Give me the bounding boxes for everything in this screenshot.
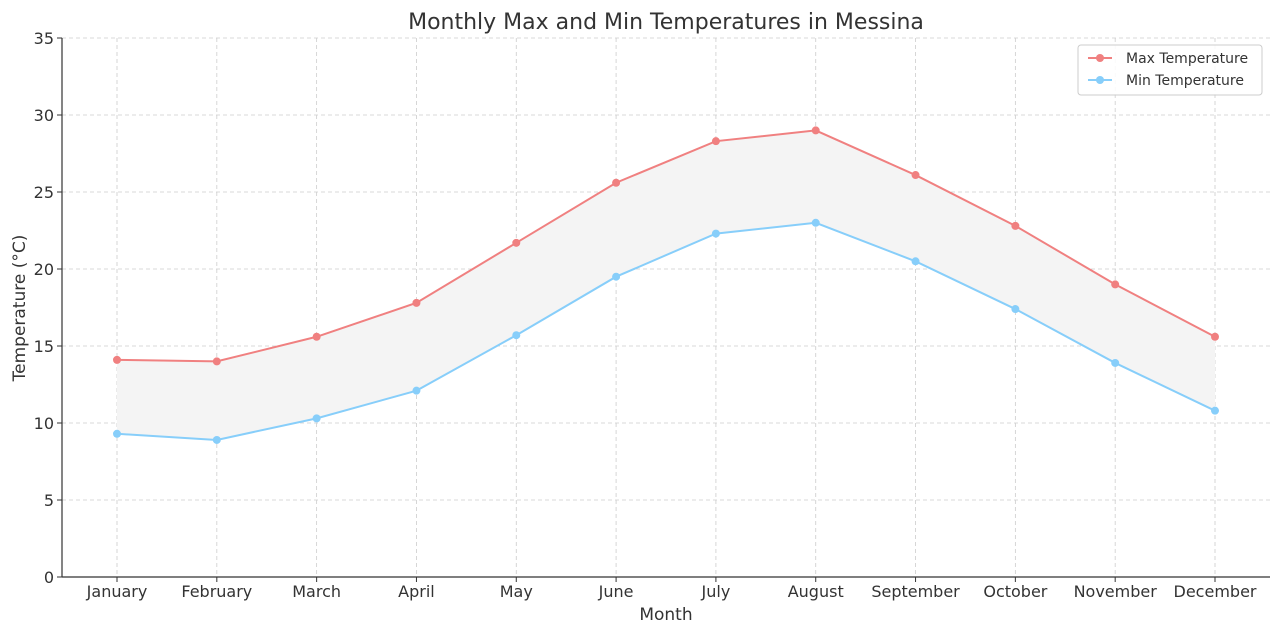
data-point-min	[711, 229, 720, 238]
data-point-min	[612, 272, 621, 281]
series-group	[113, 126, 1219, 444]
x-tick-label: June	[598, 582, 634, 601]
data-point-max	[113, 355, 121, 364]
data-point-min	[512, 331, 521, 340]
chart-title: Monthly Max and Min Temperatures in Mess…	[408, 10, 924, 35]
data-point-min	[811, 218, 820, 227]
axes: 0 5 10 15 20 25 30 35 January February March April M…	[34, 29, 1270, 601]
y-tick-label: 30	[34, 106, 54, 125]
x-tick-label: September	[871, 582, 960, 601]
data-point-min	[113, 429, 121, 438]
x-tick-label: July	[701, 582, 731, 601]
legend-label-min: Min Temperature	[1126, 73, 1244, 89]
y-tick-label: 0	[44, 568, 54, 587]
data-point-min	[1211, 406, 1219, 415]
data-point-min	[212, 435, 221, 444]
data-point-min	[312, 414, 321, 423]
x-tick-label: November	[1074, 582, 1158, 601]
data-point-max	[512, 238, 521, 247]
x-axis-label: Month	[639, 605, 692, 625]
fill-between-band	[117, 130, 1215, 440]
data-point-max	[412, 298, 421, 307]
y-tick-label: 15	[34, 337, 54, 356]
legend: Max Temperature Min Temperature	[1077, 44, 1263, 96]
series-line-min	[116, 221, 1216, 441]
y-tick-label: 25	[34, 183, 54, 202]
data-point-max	[212, 357, 221, 366]
x-tick-label: April	[398, 582, 435, 601]
y-tick-label: 20	[34, 260, 54, 279]
y-tick-label: 5	[44, 491, 54, 510]
data-point-min	[1011, 305, 1020, 314]
data-point-max	[811, 126, 820, 135]
x-tick-label: January	[86, 582, 148, 601]
x-tick-label: December	[1174, 582, 1257, 601]
data-point-min	[1111, 358, 1120, 367]
x-tick-label: August	[788, 582, 844, 601]
x-tick-label: May	[500, 582, 533, 601]
series-line-max	[116, 129, 1216, 363]
data-point-max	[1011, 221, 1020, 230]
data-point-max	[312, 332, 321, 341]
data-point-min	[911, 257, 920, 266]
data-point-max	[1211, 332, 1219, 341]
data-point-max	[612, 178, 621, 187]
data-point-max	[1111, 280, 1120, 289]
x-tick-label: October	[983, 582, 1047, 601]
legend-marker-max	[1096, 54, 1104, 62]
y-tick-label: 10	[34, 414, 54, 433]
x-tick-label: February	[181, 582, 252, 601]
legend-marker-min	[1096, 76, 1104, 84]
data-point-max	[911, 171, 920, 180]
data-point-min	[412, 386, 421, 395]
x-tick-label: March	[292, 582, 341, 601]
legend-label-max: Max Temperature	[1126, 51, 1248, 67]
data-point-max	[711, 137, 720, 146]
y-axis-label: Temperature (°C)	[10, 235, 30, 383]
y-tick-label: 35	[34, 29, 54, 48]
